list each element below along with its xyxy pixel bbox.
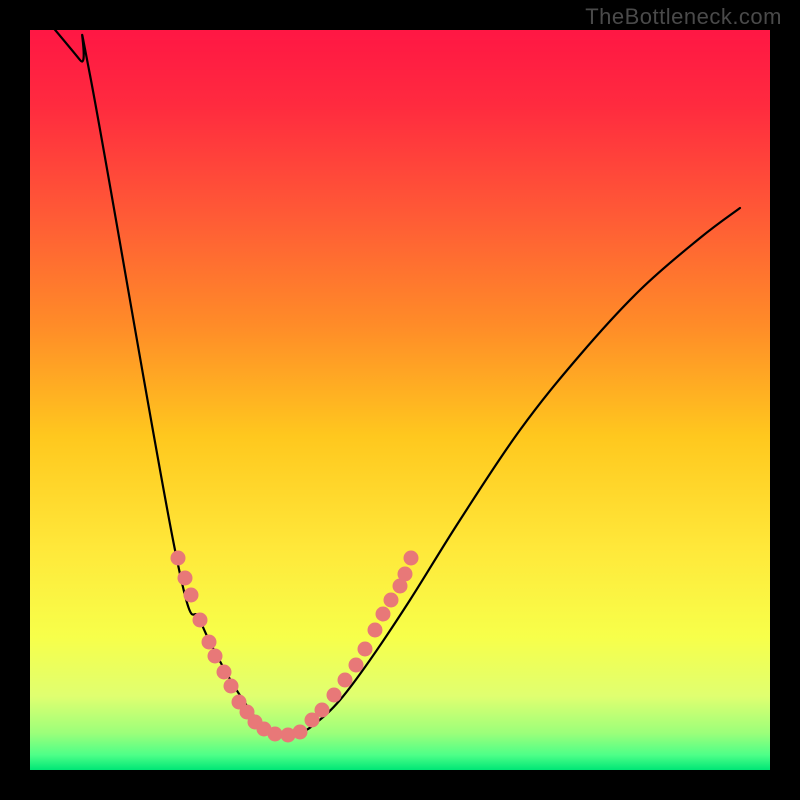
data-point xyxy=(224,679,239,694)
chart-plot-area xyxy=(30,30,770,770)
curve-overlay xyxy=(30,30,770,770)
data-point xyxy=(268,727,283,742)
data-point xyxy=(398,567,413,582)
watermark-label: TheBottleneck.com xyxy=(585,4,782,30)
data-point xyxy=(368,623,383,638)
data-point xyxy=(184,588,199,603)
data-point xyxy=(217,665,232,680)
data-point xyxy=(293,725,308,740)
data-point xyxy=(208,649,223,664)
data-point xyxy=(358,642,373,657)
data-point xyxy=(178,571,193,586)
data-point xyxy=(315,703,330,718)
data-point xyxy=(384,593,399,608)
data-point xyxy=(202,635,217,650)
bottleneck-curve xyxy=(30,30,740,736)
data-point xyxy=(193,613,208,628)
data-point xyxy=(327,688,342,703)
data-point xyxy=(404,551,419,566)
data-point xyxy=(376,607,391,622)
data-point xyxy=(349,658,364,673)
data-point xyxy=(171,551,186,566)
data-point xyxy=(338,673,353,688)
